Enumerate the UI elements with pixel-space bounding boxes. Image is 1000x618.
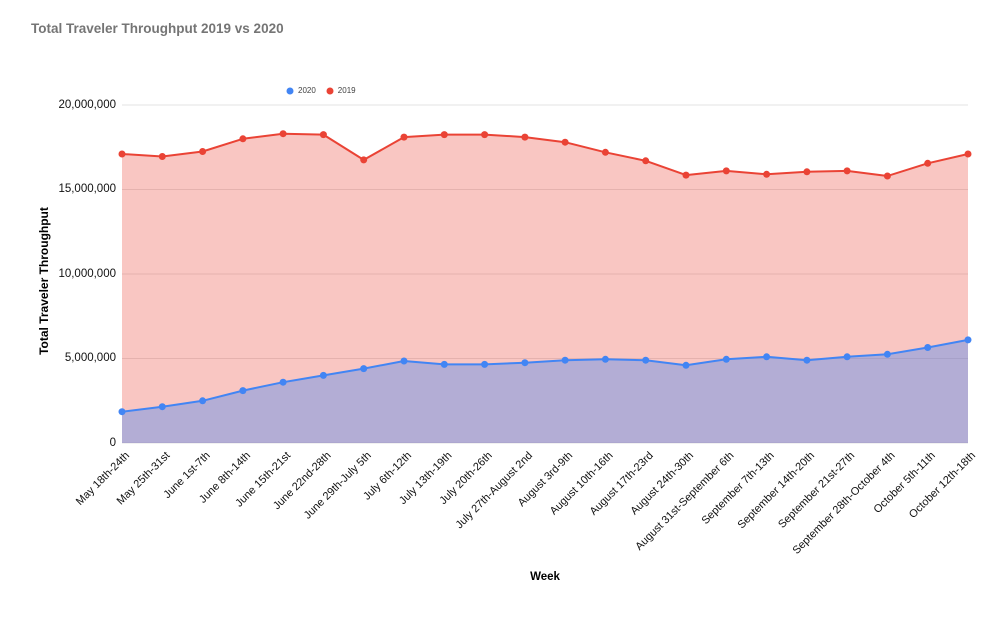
legend-dot-2020 xyxy=(286,87,294,95)
series-2019-point xyxy=(319,131,327,139)
series-2020-line xyxy=(121,338,969,413)
series-2019-point xyxy=(360,156,368,164)
x-tick-label: July 27th-August 2nd xyxy=(453,450,535,532)
series-2019-point xyxy=(803,168,811,176)
series-2019-point xyxy=(722,167,730,175)
series-2019-line xyxy=(121,132,969,177)
series-2020-point xyxy=(481,360,489,368)
legend-item-2020[interactable]: 2020 xyxy=(286,87,316,95)
series-2020-point xyxy=(964,336,972,344)
x-axis-title: Week xyxy=(530,571,560,583)
series-2019-point xyxy=(561,138,569,146)
series-2020-point xyxy=(642,356,650,364)
series-2020-point xyxy=(239,387,247,395)
series-2020-point xyxy=(158,403,166,411)
chart-title: Total Traveler Throughput 2019 vs 2020 xyxy=(31,21,284,36)
series-2019-point xyxy=(400,133,408,141)
series-2020-point xyxy=(883,350,891,358)
series-2020-point xyxy=(803,356,811,364)
series-2020-point xyxy=(763,353,771,361)
series-2020-area xyxy=(122,339,968,443)
y-tick-label: 20,000,000 xyxy=(58,99,116,111)
series-2020-point xyxy=(400,357,408,365)
x-tick-label: September 21st-27th xyxy=(776,450,857,531)
series-2019-point xyxy=(682,171,690,179)
series-2020-point xyxy=(561,356,569,364)
series-2020-point xyxy=(521,359,529,367)
legend-dot-2019 xyxy=(326,87,334,95)
series-2019-point xyxy=(601,148,609,156)
series-2019-point xyxy=(158,153,166,160)
y-tick-label: 5,000,000 xyxy=(64,352,116,364)
series-2019-point xyxy=(843,167,851,175)
chart-legend: 2020 2019 xyxy=(286,87,356,95)
series-2019-area xyxy=(122,133,968,443)
series-2019-point xyxy=(239,135,247,143)
y-tick-label: 0 xyxy=(109,437,116,449)
series-2020-point xyxy=(279,378,287,386)
series-2019-point xyxy=(118,150,126,158)
series-2019-point xyxy=(199,148,207,155)
series-2019-point xyxy=(763,170,771,178)
legend-label-2019: 2019 xyxy=(337,86,356,95)
series-2020-point xyxy=(843,353,851,361)
series-2019-point xyxy=(481,131,489,139)
legend-label-2020: 2020 xyxy=(298,86,316,95)
series-2020-point xyxy=(360,365,368,373)
legend-item-2019[interactable]: 2019 xyxy=(326,87,356,95)
x-tick-label: September 14th-20th xyxy=(735,450,817,532)
series-2019-point xyxy=(964,150,972,158)
series-2019-point xyxy=(924,159,932,167)
y-tick-label: 10,000,000 xyxy=(58,268,116,280)
series-2020-point xyxy=(199,397,207,405)
series-2019-point xyxy=(279,130,287,138)
series-2020-point xyxy=(118,408,126,416)
series-2019-point xyxy=(521,133,529,141)
series-2019-point xyxy=(883,172,891,180)
x-tick-label: June 29th-July 5th xyxy=(302,450,374,522)
y-tick-label: 15,000,000 xyxy=(58,183,116,195)
series-2020-point xyxy=(440,360,448,368)
series-2019-point xyxy=(440,131,448,139)
series-2020-point xyxy=(722,355,730,363)
series-2020-point xyxy=(682,361,690,369)
series-2019-point xyxy=(642,157,650,165)
x-tick-label: September 7th-13th xyxy=(699,450,776,527)
series-2020-point xyxy=(601,355,609,363)
series-2020-point xyxy=(924,344,932,351)
series-2020-point xyxy=(319,371,327,379)
